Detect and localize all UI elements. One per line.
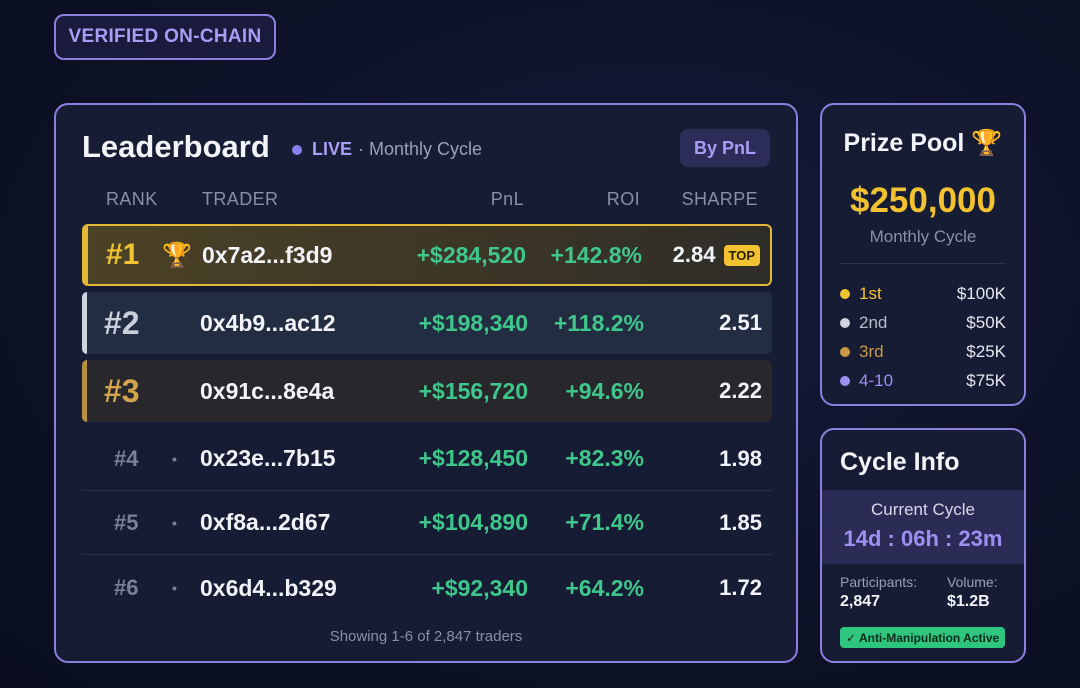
- trader-address[interactable]: 0x6d4...b329: [200, 574, 337, 601]
- roi-value: +142.8%: [550, 241, 642, 268]
- tier-dot-icon: [840, 318, 850, 328]
- table-header: RANK TRADER PnL ROI SHARPE: [82, 189, 770, 213]
- pnl-value: +$284,520: [416, 241, 526, 268]
- verified-on-chain-badge: VERIFIED ON-CHAIN: [54, 14, 276, 60]
- live-label: LIVE: [312, 139, 353, 159]
- roi-value: +118.2%: [553, 309, 644, 336]
- rank: #6: [114, 575, 139, 600]
- prize-pool-amount: $250,000: [850, 181, 996, 220]
- live-dot-icon: [292, 144, 302, 155]
- trader-address[interactable]: 0x23e...7b15: [200, 445, 336, 471]
- trader-address[interactable]: 0x7a2...f3d9: [202, 241, 333, 268]
- cycle-countdown: 14d : 06h : 23m: [843, 526, 1003, 551]
- table-row[interactable]: #4 • 0x23e...7b15 +$128,450 +82.3% 1.98: [82, 427, 772, 491]
- trophy-icon: 🏆: [971, 129, 1003, 157]
- prize-tier-3rd: 3rd $25K: [840, 341, 1006, 363]
- bullet-icon: •: [172, 580, 177, 596]
- rank: #5: [114, 509, 139, 535]
- sharpe-value: 1.98: [719, 445, 762, 471]
- rank: #2: [104, 304, 140, 341]
- cycle-info-title: Cycle Info: [840, 448, 960, 476]
- tier-dot-icon: [840, 376, 850, 386]
- sharpe-value: 1.85: [719, 509, 762, 535]
- sharpe-value: 2.22: [719, 378, 762, 403]
- cycle-info-panel: Cycle Info Current Cycle 14d : 06h : 23m…: [820, 428, 1026, 663]
- bullet-icon: •: [172, 514, 177, 531]
- col-roi[interactable]: ROI: [606, 189, 640, 209]
- table-row[interactable]: #3 0x91c...8e4a +$156,720 +94.6% 2.22: [82, 360, 772, 422]
- roi-value: +64.2%: [565, 574, 644, 601]
- tier-amount: $75K: [966, 371, 1006, 390]
- volume-stat: Volume: $1.2B: [947, 574, 998, 611]
- cycle-label: · Monthly Cycle: [358, 139, 483, 159]
- leaderboard-title: Leaderboard: [82, 129, 270, 164]
- tier-dot-icon: [840, 289, 850, 299]
- pnl-value: +$156,720: [418, 377, 528, 404]
- volume-label: Volume:: [947, 574, 998, 590]
- rank: #3: [104, 372, 140, 409]
- anti-manipulation-badge: ✓ Anti-Manipulation Active: [840, 627, 1006, 648]
- prize-tier-2nd: 2nd $50K: [840, 312, 1006, 334]
- sharpe-value: 2.51: [719, 310, 762, 335]
- table-row[interactable]: #2 0x4b9...ac12 +$198,340 +118.2% 2.51: [82, 292, 772, 354]
- volume-value: $1.2B: [947, 593, 990, 610]
- tier-amount: $100K: [956, 284, 1006, 303]
- sharpe-value: 1.72: [719, 575, 762, 600]
- prize-pool-title-text: Prize Pool: [843, 129, 965, 157]
- sort-by-pnl-button[interactable]: By PnL: [680, 129, 770, 167]
- roi-value: +94.6%: [565, 377, 644, 404]
- tier-label: 2nd: [859, 313, 888, 332]
- col-trader[interactable]: TRADER: [202, 189, 279, 209]
- current-cycle-label: Current Cycle: [871, 500, 975, 519]
- col-rank[interactable]: RANK: [106, 189, 158, 209]
- roi-value: +82.3%: [565, 445, 644, 471]
- trader-address[interactable]: 0x4b9...ac12: [200, 309, 336, 336]
- participants-stat: Participants: 2,847: [840, 574, 917, 611]
- roi-value: +71.4%: [565, 509, 644, 535]
- col-sharpe[interactable]: SHARPE: [681, 189, 758, 209]
- col-pnl[interactable]: PnL: [490, 189, 524, 209]
- tier-dot-icon: [840, 347, 850, 357]
- sharpe-value: 2.84: [672, 242, 716, 267]
- prize-tier-4-10: 4-10 $75K: [840, 370, 1006, 392]
- rank: #4: [114, 445, 139, 471]
- top-badge: TOP: [723, 244, 760, 266]
- table-row[interactable]: #6 • 0x6d4...b329 +$92,340 +64.2% 1.72: [82, 556, 772, 620]
- prize-pool-title: Prize Pool 🏆: [822, 129, 1024, 158]
- prize-pool-panel: Prize Pool 🏆 $250,000 Monthly Cycle 1st …: [820, 103, 1026, 406]
- leaderboard-panel: Leaderboard LIVE · Monthly Cycle By PnL …: [54, 103, 798, 663]
- prize-pool-subtitle: Monthly Cycle: [869, 227, 977, 246]
- live-status: LIVE · Monthly Cycle: [292, 139, 482, 160]
- trophy-icon: 🏆: [162, 241, 192, 269]
- trader-address[interactable]: 0xf8a...2d67: [200, 509, 331, 535]
- table-row[interactable]: #5 • 0xf8a...2d67 +$104,890 +71.4% 1.85: [82, 491, 772, 555]
- pnl-value: +$198,340: [418, 309, 528, 336]
- bullet-icon: •: [172, 450, 177, 467]
- pnl-value: +$92,340: [431, 574, 528, 601]
- tier-amount: $50K: [966, 313, 1006, 332]
- participants-value: 2,847: [840, 593, 881, 610]
- pagination-summary: Showing 1-6 of 2,847 traders: [329, 628, 523, 645]
- participants-label: Participants:: [840, 574, 918, 590]
- tier-amount: $25K: [966, 342, 1006, 361]
- tier-label: 4-10: [859, 371, 894, 390]
- tier-label: 1st: [859, 284, 882, 303]
- table-row[interactable]: #1 🏆 0x7a2...f3d9 +$284,520 +142.8% 2.84…: [82, 224, 772, 286]
- trader-address[interactable]: 0x91c...8e4a: [200, 377, 335, 404]
- pnl-value: +$128,450: [418, 445, 528, 471]
- prize-tier-1st: 1st $100K: [840, 283, 1006, 305]
- pnl-value: +$104,890: [418, 509, 528, 535]
- tier-label: 3rd: [859, 342, 884, 361]
- rank: #1: [106, 238, 140, 271]
- divider: [840, 263, 1006, 264]
- current-cycle-block: Current Cycle 14d : 06h : 23m: [822, 490, 1024, 564]
- sharpe-cell: 2.84 TOP: [673, 226, 760, 284]
